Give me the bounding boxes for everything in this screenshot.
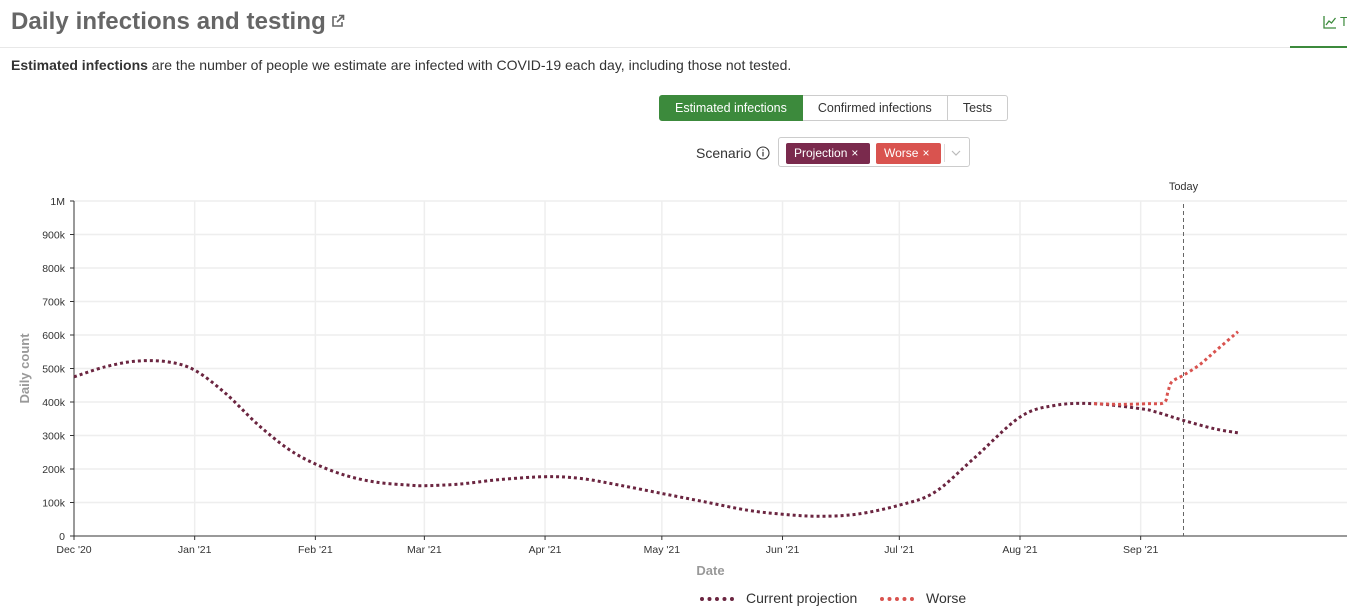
y-tick-label: 900k xyxy=(42,230,66,242)
description-text: are the number of people we estimate are… xyxy=(147,57,792,73)
x-tick-label: Jul '21 xyxy=(884,544,914,556)
y-tick-label: 300k xyxy=(42,431,66,443)
series-current-projection xyxy=(73,359,1239,518)
y-tick-label: 500k xyxy=(42,364,66,376)
scenario-label: Scenario xyxy=(696,145,752,161)
chip-projection-label: Projection xyxy=(794,146,848,160)
toggle-estimated-infections[interactable]: Estimated infections xyxy=(659,95,803,121)
series-worse xyxy=(1093,330,1239,406)
metric-toggle: Estimated infections Confirmed infection… xyxy=(659,95,1008,121)
x-tick-label: Sep '21 xyxy=(1123,544,1158,556)
toggle-confirmed-infections[interactable]: Confirmed infections xyxy=(802,95,948,121)
y-tick-label: 1M xyxy=(50,196,65,208)
x-tick-label: May '21 xyxy=(644,544,681,556)
y-axis-label: Daily count xyxy=(17,333,32,404)
infections-chart: 0 100k 200k 300k 400k 500k 600k 700k 800k 900k 1M D… xyxy=(17,181,1347,578)
legend-current-projection[interactable]: Current projection xyxy=(700,590,857,608)
y-tick-label: 700k xyxy=(42,297,66,309)
select-divider xyxy=(944,144,945,162)
y-tick-label: 100k xyxy=(42,498,66,510)
y-tick-label: 400k xyxy=(42,397,66,409)
x-tick-label: Dec '20 xyxy=(56,544,91,556)
scenario-select[interactable]: Projection × Worse × xyxy=(778,137,970,167)
toggle-tests[interactable]: Tests xyxy=(947,95,1008,121)
x-tick-label: Mar '21 xyxy=(407,544,442,556)
page-header: Daily infections and testing T xyxy=(0,0,1347,48)
legend-swatch-worse xyxy=(880,597,914,602)
tab-chart[interactable]: T xyxy=(1290,0,1347,48)
x-axis-label: Date xyxy=(696,563,724,578)
chip-close-icon[interactable]: × xyxy=(851,146,859,160)
x-tick-label: Jun '21 xyxy=(766,544,800,556)
chip-worse-label: Worse xyxy=(884,146,919,160)
description: Estimated infections are the number of p… xyxy=(11,57,791,73)
legend-label-projection: Current projection xyxy=(746,590,858,606)
y-tick-label: 0 xyxy=(59,531,65,543)
line-chart-icon xyxy=(1323,16,1337,29)
x-tick-label: Feb '21 xyxy=(298,544,333,556)
description-bold: Estimated infections xyxy=(11,57,148,73)
chip-projection: Projection × xyxy=(786,143,870,164)
y-tick-label: 800k xyxy=(42,263,66,275)
legend-label-worse: Worse xyxy=(926,590,967,606)
chip-close-icon[interactable]: × xyxy=(922,146,930,160)
today-label: Today xyxy=(1169,181,1199,193)
external-link-icon[interactable] xyxy=(331,14,345,28)
tab-chart-label: T xyxy=(1340,14,1347,29)
x-tick-label: Jan '21 xyxy=(178,544,212,556)
page-title: Daily infections and testing xyxy=(11,8,326,35)
y-tick-label: 200k xyxy=(42,464,66,476)
y-tick-label: 600k xyxy=(42,330,66,342)
x-tick-label: Aug '21 xyxy=(1002,544,1037,556)
chip-worse: Worse × xyxy=(876,143,941,164)
legend-worse[interactable]: Worse xyxy=(880,590,966,608)
x-tick-label: Apr '21 xyxy=(529,544,562,556)
chevron-down-icon[interactable] xyxy=(950,147,962,159)
info-icon[interactable] xyxy=(756,146,770,160)
legend-swatch-projection xyxy=(700,597,734,602)
